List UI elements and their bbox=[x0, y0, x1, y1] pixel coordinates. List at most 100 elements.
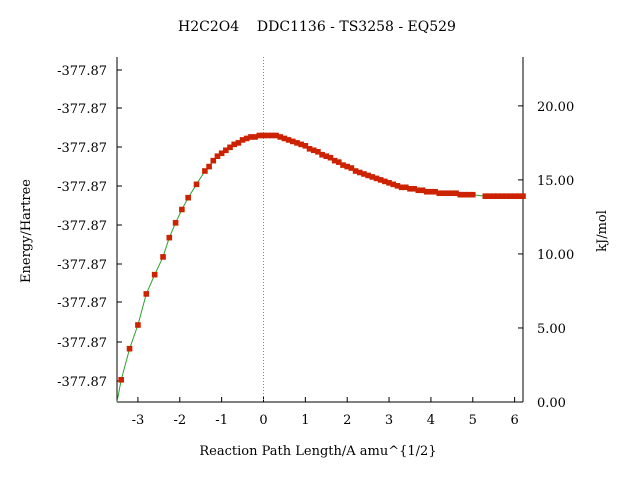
data-point bbox=[407, 185, 413, 192]
data-point bbox=[256, 132, 263, 139]
left-tick-label: -377.87 bbox=[57, 375, 107, 390]
data-point bbox=[469, 191, 476, 198]
data-point bbox=[179, 206, 185, 213]
data-point bbox=[118, 376, 124, 383]
right-tick-label: 15.00 bbox=[537, 174, 574, 189]
chart-title: H2C2O4 DDC1136 - TS3258 - EQ529 bbox=[178, 19, 456, 35]
data-point bbox=[160, 254, 166, 260]
data-point bbox=[294, 140, 300, 146]
x-tick-label: -2 bbox=[173, 413, 186, 428]
data-point bbox=[415, 187, 422, 194]
data-point bbox=[289, 138, 296, 145]
data-point bbox=[315, 148, 321, 155]
data-point bbox=[185, 194, 191, 201]
data-point bbox=[432, 188, 438, 195]
data-point bbox=[235, 140, 242, 146]
data-point bbox=[428, 188, 434, 195]
data-point bbox=[214, 153, 221, 160]
data-point bbox=[377, 177, 384, 183]
data-point bbox=[336, 159, 342, 165]
data-point bbox=[135, 322, 141, 328]
data-point bbox=[269, 132, 275, 139]
data-point bbox=[486, 193, 493, 199]
data-point bbox=[310, 147, 317, 154]
x-tick-label: 0 bbox=[259, 413, 267, 428]
data-point bbox=[306, 146, 313, 152]
data-point bbox=[373, 175, 380, 182]
data-point bbox=[394, 183, 401, 189]
data-point bbox=[520, 193, 526, 199]
data-point bbox=[386, 180, 392, 186]
data-point bbox=[202, 168, 208, 174]
data-point bbox=[243, 135, 250, 142]
data-point bbox=[440, 190, 447, 197]
x-axis: -3 -2 -1 0 1 2 3 4 5 6 bbox=[132, 397, 519, 428]
data-point bbox=[231, 141, 237, 148]
left-axis: -377.87 -377.87 -377.87 -377.87 -377.87 -377.… bbox=[57, 64, 122, 390]
data-point bbox=[218, 150, 225, 157]
data-point bbox=[264, 132, 271, 139]
data-point bbox=[499, 193, 505, 199]
x-tick-label: 2 bbox=[343, 413, 351, 428]
data-point bbox=[403, 184, 409, 191]
data-point bbox=[260, 132, 267, 139]
data-point bbox=[449, 190, 455, 197]
plot-frame bbox=[116, 57, 524, 403]
left-tick-label: -377.87 bbox=[57, 258, 107, 273]
data-point bbox=[319, 151, 325, 158]
data-point bbox=[465, 191, 472, 198]
data-point bbox=[436, 190, 443, 197]
data-point bbox=[206, 163, 212, 170]
data-point bbox=[423, 188, 430, 195]
series-line bbox=[116, 135, 523, 403]
data-point bbox=[223, 147, 229, 154]
right-tick-label: 0.00 bbox=[537, 396, 566, 411]
left-tick-label: -377.87 bbox=[57, 64, 107, 79]
right-tick-label: 20.00 bbox=[537, 100, 574, 115]
data-markers bbox=[118, 132, 526, 383]
data-point bbox=[461, 191, 468, 198]
data-point bbox=[444, 190, 451, 197]
x-tick-label: -3 bbox=[132, 413, 145, 428]
x-tick-label: -1 bbox=[215, 413, 228, 428]
data-point bbox=[285, 137, 292, 143]
data-point bbox=[365, 172, 371, 179]
left-tick-label: -377.87 bbox=[57, 141, 107, 156]
data-point bbox=[126, 345, 133, 352]
data-point bbox=[166, 234, 173, 241]
left-tick-label: -377.87 bbox=[57, 219, 107, 234]
data-point bbox=[298, 141, 304, 148]
x-tick-label: 1 bbox=[301, 413, 309, 428]
data-point bbox=[151, 271, 158, 278]
data-point bbox=[227, 144, 233, 151]
data-point bbox=[252, 134, 258, 140]
left-tick-label: -377.87 bbox=[57, 102, 107, 117]
left-tick-label: -377.87 bbox=[57, 296, 107, 311]
data-point bbox=[193, 181, 200, 188]
data-point bbox=[352, 168, 359, 174]
data-point bbox=[503, 193, 510, 199]
data-point bbox=[495, 193, 501, 199]
x-tick-label: 3 bbox=[385, 413, 393, 428]
data-point bbox=[369, 174, 376, 180]
data-point bbox=[516, 193, 522, 199]
x-tick-label: 6 bbox=[510, 413, 518, 428]
data-point bbox=[356, 169, 363, 176]
x-tick-label: 4 bbox=[427, 413, 435, 428]
data-point bbox=[457, 191, 464, 198]
data-point bbox=[419, 187, 426, 194]
data-point bbox=[411, 185, 417, 192]
data-point bbox=[490, 193, 497, 199]
y-axis-label-right: kJ/mol bbox=[595, 210, 610, 252]
data-point bbox=[340, 162, 346, 168]
data-point bbox=[210, 157, 217, 164]
data-point bbox=[511, 193, 518, 199]
data-point bbox=[273, 132, 279, 139]
data-point bbox=[248, 134, 254, 140]
series-energy bbox=[116, 135, 523, 403]
x-tick-label: 5 bbox=[469, 413, 477, 428]
y-axis-label-left: Energy/Hartree bbox=[19, 179, 34, 283]
data-point bbox=[348, 165, 355, 171]
left-tick-label: -377.87 bbox=[57, 336, 107, 351]
